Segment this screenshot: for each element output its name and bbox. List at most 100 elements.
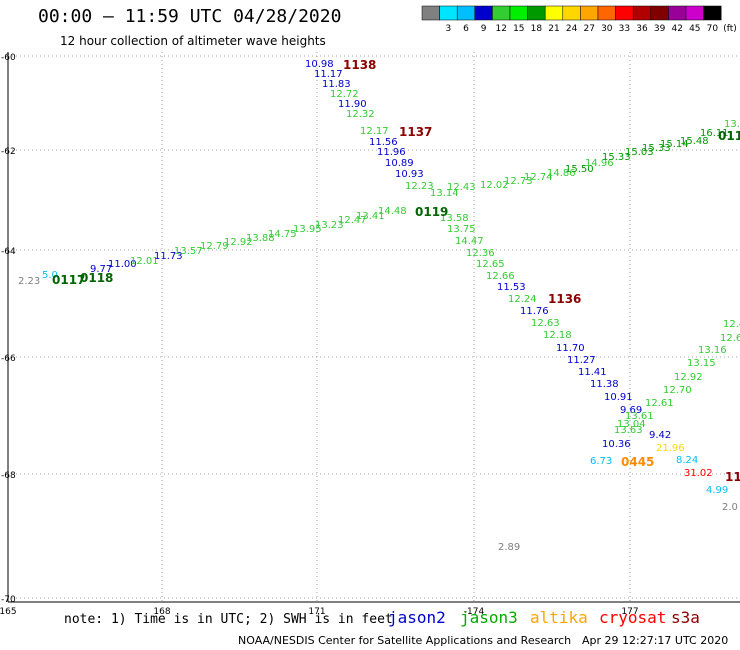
- pass-label: 0119: [415, 205, 448, 219]
- legend-tick-label: 18: [531, 24, 543, 34]
- wave-reading: 4.99: [706, 485, 728, 496]
- lat-label: -62: [1, 147, 16, 157]
- satellite-cryosat: cryosat: [599, 608, 667, 627]
- wave-reading: 13.04: [617, 419, 646, 430]
- lat-label: -70: [1, 595, 16, 605]
- wave-reading: 14.86: [547, 168, 576, 179]
- satellite-jason3: jason3: [460, 608, 518, 627]
- satellite-altika: altika: [530, 608, 588, 627]
- legend-swatch: [456, 5, 476, 21]
- pass-label: 1137: [399, 125, 432, 139]
- wave-reading: 8.24: [676, 455, 698, 466]
- page-title: 00:00 – 11:59 UTC 04/28/2020: [38, 6, 342, 27]
- wave-reading: 13.14: [430, 188, 459, 199]
- wave-reading: 11.56: [369, 137, 398, 148]
- pass-label: 11: [725, 470, 740, 484]
- wave-reading: 10.89: [385, 158, 414, 169]
- legend-swatch: [632, 5, 652, 21]
- wave-reading: 13.58: [440, 213, 469, 224]
- lat-label: -60: [1, 53, 16, 63]
- pass-label: 1136: [548, 292, 581, 306]
- wave-reading: 21.96: [656, 443, 685, 454]
- wave-reading: 6.73: [590, 456, 612, 467]
- wave-reading: 13.63: [614, 425, 643, 436]
- legend-swatch: [492, 5, 511, 21]
- legend-swatch: [597, 5, 616, 21]
- wave-reading: 11.90: [338, 99, 367, 110]
- wave-reading: 12.47: [338, 215, 367, 226]
- lon-label: 171: [308, 607, 325, 617]
- wave-reading: 12.02: [480, 180, 509, 191]
- legend-tick-label: 21: [548, 24, 559, 34]
- wave-reading: 12.92: [674, 372, 703, 383]
- lon-label: 177: [621, 607, 638, 617]
- wave-reading: 12.74: [524, 172, 553, 183]
- wave-reading: 13.75: [447, 224, 476, 235]
- legend-unit: (ft): [723, 24, 737, 34]
- legend-swatch: [562, 5, 581, 21]
- legend-swatch: [527, 5, 546, 21]
- legend-swatch: [580, 5, 599, 21]
- wave-reading: 13.95: [293, 224, 322, 235]
- wave-reading: 11.38: [590, 379, 619, 390]
- pass-label: 011: [718, 129, 740, 143]
- wave-reading: 13.23: [315, 220, 344, 231]
- satellite-s3a: s3a: [671, 608, 700, 627]
- wave-reading: 9.77: [90, 264, 112, 275]
- legend-swatch: [650, 5, 669, 21]
- wave-reading: 12.43: [447, 182, 476, 193]
- legend-swatch: [703, 5, 722, 21]
- wave-reading: 9.69: [620, 405, 642, 416]
- legend-tick-label: 33: [619, 24, 630, 34]
- wave-reading: 12.92: [224, 237, 253, 248]
- wave-reading: 15.14: [660, 139, 689, 150]
- wave-reading: 11.27: [567, 355, 596, 366]
- wave-reading: 2.89: [498, 542, 520, 553]
- color-legend: 3 6 9 12 15 18 21 24 27 30 33 36 39 42 45 70 (ft): [421, 5, 737, 34]
- wave-reading: 11.70: [556, 343, 585, 354]
- wave-reading: 12.66: [486, 271, 515, 282]
- wave-reading: 15.33: [602, 152, 631, 163]
- page-subtitle: 12 hour collection of altimeter wave hei…: [60, 34, 326, 48]
- pass-label: 0118: [80, 271, 113, 285]
- generated-timestamp: Apr 29 12:27:17 UTC 2020: [582, 634, 729, 647]
- wave-reading: 12.73: [504, 176, 533, 187]
- satellite-jason2: jason2: [388, 608, 446, 627]
- wave-reading: 5.0: [42, 270, 58, 281]
- wave-reading: 10.98: [305, 59, 334, 70]
- wave-reading: 13.16: [698, 345, 727, 356]
- wave-reading: 13.15: [687, 358, 716, 369]
- legend-swatch: [544, 5, 564, 21]
- wave-reading: 15.50: [565, 164, 594, 175]
- wave-reading: 15.03: [625, 147, 654, 158]
- wave-reading: 10.93: [395, 169, 424, 180]
- wave-reading: 12.17: [360, 126, 389, 137]
- wave-reading: 12.23: [405, 181, 434, 192]
- legend-swatch: [668, 5, 687, 21]
- footnote: note: 1) Time is in UTC; 2) SWH is in fe…: [64, 612, 393, 627]
- wave-reading: 13.5: [724, 119, 740, 130]
- legend-tick-label: 70: [707, 24, 719, 34]
- wave-reading: 10.91: [604, 392, 633, 403]
- wave-reading: 11.96: [377, 147, 406, 158]
- legend-tick-label: 15: [513, 24, 524, 34]
- graticule-labels: -60 -62 -64 -66 -68 -70 165 168 171 -174 177: [0, 53, 639, 617]
- wave-reading: 12.24: [508, 294, 537, 305]
- wave-reading: 12.79: [200, 241, 229, 252]
- lat-label: -68: [1, 471, 16, 481]
- map-frame: [7, 52, 740, 603]
- wave-reading: 12.18: [543, 330, 572, 341]
- wave-reading: 11.76: [520, 306, 549, 317]
- wave-reading: 11.73: [154, 251, 183, 262]
- wave-reading: 14.47: [455, 236, 484, 247]
- pass-label: 0445: [621, 455, 654, 469]
- wave-reading: 16.11: [700, 128, 729, 139]
- lon-label: 165: [0, 607, 17, 617]
- wave-reading: 12.36: [466, 248, 495, 259]
- wave-reading: 11.17: [314, 69, 343, 80]
- legend-tick-label: 9: [481, 24, 487, 34]
- pass-label: 0117: [52, 273, 85, 287]
- wave-reading: 11.00: [108, 259, 137, 270]
